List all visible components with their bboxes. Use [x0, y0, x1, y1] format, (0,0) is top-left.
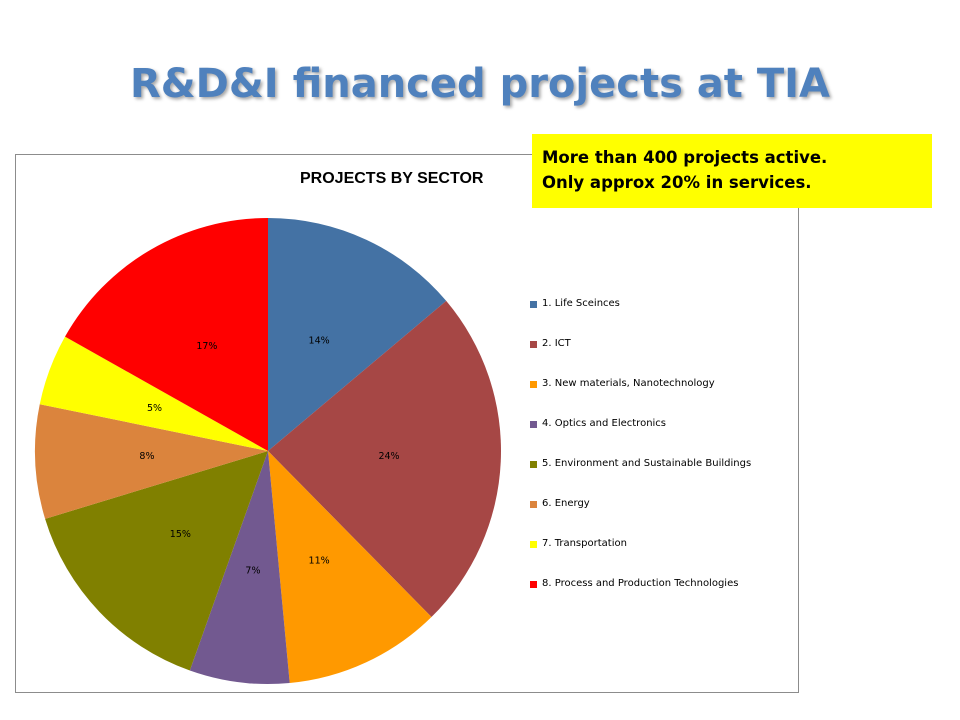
- legend-swatch: [530, 301, 537, 308]
- pie-slice-environment-and-sustainable-buildings: [45, 451, 268, 671]
- legend-label: 1. Life Sceinces: [542, 298, 620, 309]
- legend-item: 7. Transportation: [530, 538, 751, 578]
- pie-slice-process-and-production-technologies: [65, 218, 268, 451]
- legend-swatch: [530, 461, 537, 468]
- pie-slice-transportation: [39, 336, 269, 451]
- pie-data-label: 7%: [245, 566, 260, 577]
- legend-swatch: [530, 501, 537, 508]
- legend-label: 3. New materials, Nanotechnology: [542, 378, 715, 389]
- legend-swatch: [530, 581, 537, 588]
- legend-item: 8. Process and Production Technologies: [530, 578, 751, 618]
- legend-swatch: [530, 541, 537, 548]
- legend-item: 2. ICT: [530, 338, 751, 378]
- pie-slice-optics-and-electronics: [189, 451, 290, 684]
- legend-swatch: [530, 421, 537, 428]
- legend-label: 7. Transportation: [542, 538, 627, 549]
- pie-slice-new-materials-nanotechnology: [268, 451, 432, 683]
- legend-item: 1. Life Sceinces: [530, 298, 751, 338]
- pie-data-label: 24%: [378, 451, 399, 462]
- legend-item: 5. Environment and Sustainable Buildings: [530, 458, 751, 498]
- callout-box: More than 400 projects active. Only appr…: [532, 134, 932, 208]
- pie-data-label: 17%: [196, 341, 217, 352]
- callout-line-2: Only approx 20% in services.: [542, 173, 812, 192]
- legend-item: 6. Energy: [530, 498, 751, 538]
- slide-title: R&D&I financed projects at TIA: [130, 61, 830, 107]
- legend-swatch: [530, 341, 537, 348]
- pie-data-label: 15%: [170, 529, 191, 540]
- pie-data-label: 8%: [139, 451, 154, 462]
- legend-label: 8. Process and Production Technologies: [542, 578, 739, 589]
- legend-item: 3. New materials, Nanotechnology: [530, 378, 751, 418]
- legend-label: 4. Optics and Electronics: [542, 418, 667, 429]
- pie-data-label: 11%: [309, 555, 330, 566]
- callout-line-1: More than 400 projects active.: [542, 148, 828, 167]
- legend-swatch: [530, 381, 537, 388]
- pie-slice-ict: [268, 300, 501, 618]
- chart-legend: 1. Life Sceinces 2. ICT 3. New materials, …: [530, 298, 751, 618]
- legend-label: 6. Energy: [542, 498, 590, 509]
- pie-data-label: 14%: [309, 336, 330, 347]
- legend-label: 2. ICT: [542, 338, 571, 349]
- pie-slice-life-sceinces: [268, 218, 447, 451]
- pie-slice-energy: [34, 404, 268, 519]
- chart-title: PROJECTS BY SECTOR: [300, 170, 484, 187]
- legend-item: 4. Optics and Electronics: [530, 418, 751, 458]
- pie-data-label: 5%: [147, 403, 162, 414]
- legend-label: 5. Environment and Sustainable Buildings: [542, 458, 752, 469]
